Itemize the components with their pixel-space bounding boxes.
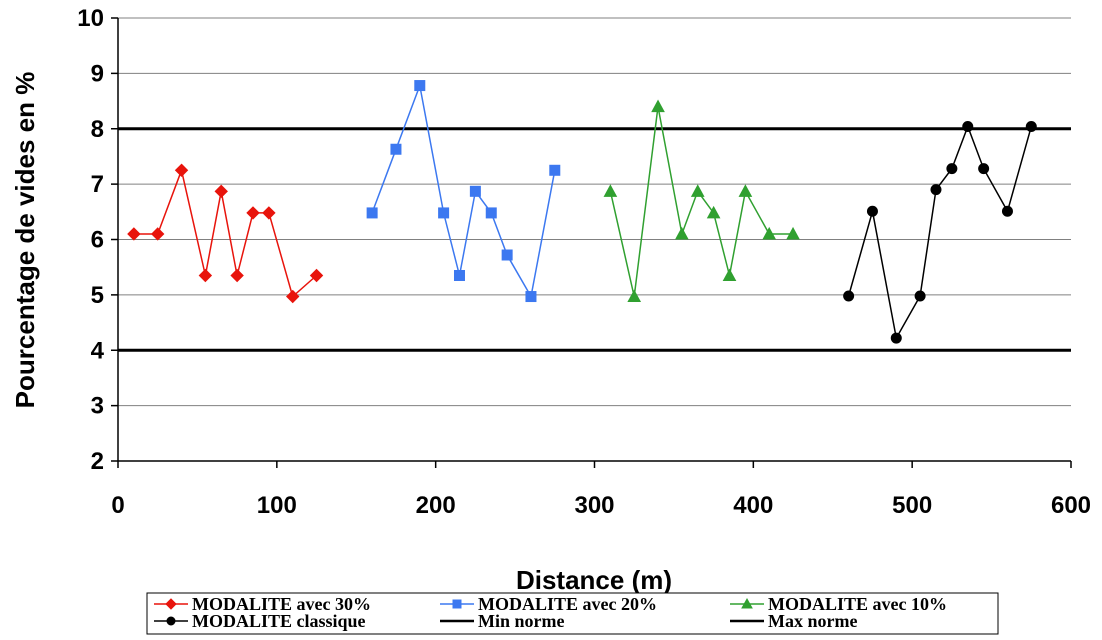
legend-item: MODALITE avec 10% <box>730 594 947 614</box>
data-point <box>151 227 165 241</box>
data-point <box>286 289 300 304</box>
y-tick-label: 4 <box>91 337 105 364</box>
y-tick-label: 3 <box>91 393 104 420</box>
x-tick-label: 400 <box>733 492 773 519</box>
y-tick-label: 5 <box>91 282 104 309</box>
data-point <box>230 268 244 283</box>
data-point <box>843 290 855 302</box>
legend-marker <box>165 598 177 610</box>
data-point <box>946 163 958 175</box>
data-point <box>262 206 276 220</box>
legend-item: MODALITE avec 20% <box>440 594 657 614</box>
data-point <box>366 207 378 219</box>
data-point <box>414 80 426 92</box>
y-tick-label: 2 <box>91 448 104 475</box>
series <box>843 121 1037 344</box>
y-axis-title: Pourcentage de vides en % <box>10 72 40 409</box>
data-point <box>786 226 800 240</box>
data-point <box>651 99 665 113</box>
legend-marker <box>741 597 753 609</box>
legend-item: Min norme <box>440 611 564 631</box>
data-point <box>469 185 481 197</box>
data-point <box>890 332 902 344</box>
y-tick-label: 8 <box>91 116 104 143</box>
data-point <box>501 249 513 261</box>
series <box>366 80 561 303</box>
data-point <box>1025 121 1037 133</box>
x-tick-label: 300 <box>574 492 614 519</box>
data-point <box>738 184 753 197</box>
data-point <box>525 291 537 303</box>
data-point <box>930 184 942 196</box>
data-point <box>978 163 990 175</box>
legend-item: Max norme <box>730 611 857 631</box>
series-line <box>133 167 317 298</box>
x-axis-title: Distance (m) <box>516 565 672 595</box>
data-point <box>127 227 141 241</box>
data-point <box>390 143 402 155</box>
data-point <box>722 268 737 281</box>
y-tick-label: 7 <box>91 171 104 198</box>
data-point <box>198 268 213 283</box>
series-line <box>371 82 556 299</box>
x-tick-label: 0 <box>111 492 124 519</box>
y-tick-label: 10 <box>77 5 104 32</box>
series <box>603 99 800 303</box>
data-point <box>453 269 465 281</box>
legend-label: Max norme <box>768 611 857 631</box>
data-point <box>246 206 260 220</box>
data-point <box>1001 205 1013 217</box>
legend-label: MODALITE avec 10% <box>768 594 947 614</box>
legend-item: MODALITE classique <box>154 611 366 631</box>
data-point <box>914 290 926 302</box>
legend-box <box>146 592 999 635</box>
y-tick-label: 9 <box>91 60 104 87</box>
data-point <box>549 164 561 176</box>
data-point <box>309 268 324 283</box>
data-point <box>627 289 642 303</box>
legend: MODALITE avec 30% MODALITE avec 20% MODALI… <box>146 592 999 635</box>
legend-label: MODALITE classique <box>192 611 366 631</box>
x-tick-label: 200 <box>416 492 456 519</box>
data-point <box>690 184 705 197</box>
series <box>127 163 324 304</box>
data-point <box>675 226 689 240</box>
legend-marker <box>166 616 176 626</box>
legend-marker <box>452 599 462 609</box>
data-point <box>174 163 189 177</box>
data-point <box>762 226 777 240</box>
legend-item: MODALITE avec 30% <box>154 594 371 614</box>
data-point <box>706 205 721 219</box>
x-tick-label: 500 <box>892 492 932 519</box>
x-tick-label: 600 <box>1051 492 1091 519</box>
x-tick-label: 100 <box>257 492 297 519</box>
legend-label: Min norme <box>478 611 564 631</box>
data-point <box>214 184 228 199</box>
data-point <box>603 184 618 197</box>
series-line <box>609 106 793 297</box>
data-point <box>438 207 450 219</box>
data-point <box>485 207 497 219</box>
y-tick-label: 6 <box>91 227 104 254</box>
series-line <box>847 124 1033 341</box>
legend-label: MODALITE avec 30% <box>192 594 371 614</box>
data-point <box>962 121 974 133</box>
data-point <box>866 205 878 217</box>
legend-label: MODALITE avec 20% <box>478 594 657 614</box>
